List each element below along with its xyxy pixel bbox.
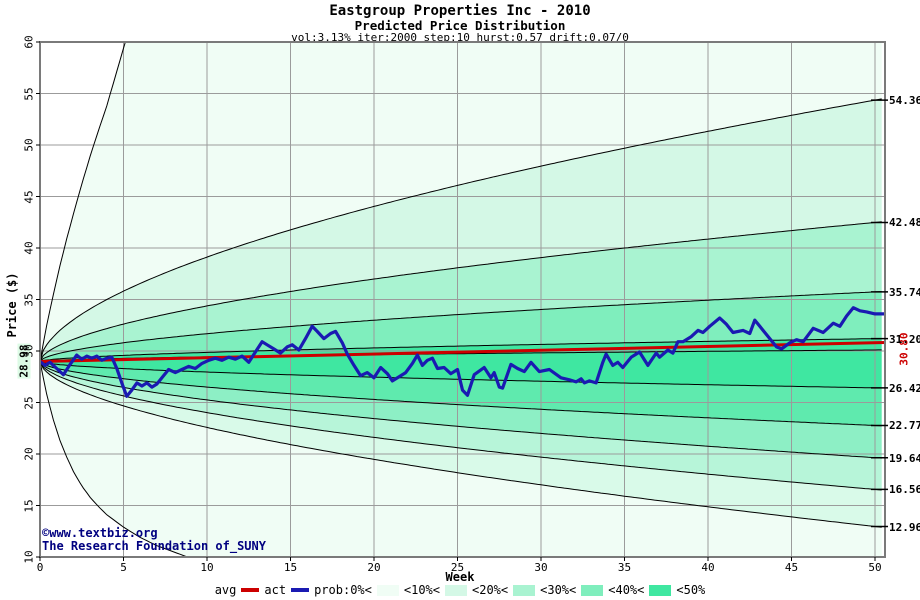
percentile-curve <box>40 361 190 557</box>
chart-legend: avg act prob:0%< <10%< <20%< <30%< <40%< <50% <box>0 583 920 597</box>
y-tick-label: 10 <box>22 550 36 564</box>
legend-prob-swatch <box>581 584 604 596</box>
probability-band <box>40 42 882 362</box>
legend-act-label: act <box>264 583 287 597</box>
legend-prob-label: <50% <box>676 583 706 597</box>
copyright-url: ©www.textbiz.org <box>42 526 158 540</box>
right-value-label: 31.20 <box>889 332 920 346</box>
legend-prob-label: <10%< <box>403 583 440 597</box>
probability-band <box>40 361 882 426</box>
x-tick-label: 25 <box>450 561 465 574</box>
probability-band <box>40 361 882 528</box>
probability-band <box>40 361 882 557</box>
probability-band <box>40 361 882 490</box>
copyright-org: The Research Foundation of_SUNY <box>42 539 266 553</box>
legend-prob-label: <30%< <box>540 583 577 597</box>
legend-prob-swatch <box>445 584 467 596</box>
y-tick-label: 20 <box>22 447 36 461</box>
legend-prob-label: <20%< <box>472 583 509 597</box>
legend-prob-swatch <box>513 584 536 596</box>
percentile-curve <box>40 221 882 362</box>
right-value-label: 19.64 <box>889 451 920 465</box>
y-tick-label: 15 <box>22 498 36 513</box>
avg-price-line <box>40 341 885 364</box>
right-value-label: 35.74 <box>889 285 920 299</box>
legend-avg-label: avg <box>214 583 237 597</box>
percentile-curve <box>40 361 882 528</box>
actual-price-line <box>40 306 885 398</box>
percentile-curve <box>40 361 882 427</box>
copyright: ©www.textbiz.org The Research Foundation… <box>42 527 266 553</box>
chart-parameters: vol:3.13% iter:2000 step:10 hurst:0.57 d… <box>291 31 629 44</box>
chart-title: Eastgroup Properties Inc - 2010 <box>329 3 591 19</box>
percentile-curve <box>40 361 882 491</box>
x-tick-label: 30 <box>534 561 548 574</box>
legend-prob-label: prob:0%< <box>314 583 372 597</box>
right-value-label: 26.42 <box>889 381 920 395</box>
legend-prob-label: <40%< <box>608 583 645 597</box>
x-tick-label: 5 <box>120 561 127 574</box>
probability-band <box>40 361 882 459</box>
y-tick-label: 30 <box>22 344 36 358</box>
chart-subtitle: Predicted Price Distribution <box>354 18 566 33</box>
y-tick-label: 50 <box>22 138 36 152</box>
probability-band <box>40 98 882 362</box>
legend-act-line-swatch <box>291 588 310 592</box>
y-tick-label: 60 <box>22 35 36 49</box>
percentile-curve <box>40 98 882 362</box>
x-tick-label: 40 <box>701 561 715 574</box>
y-tick-label: 35 <box>22 292 36 307</box>
y-tick-label: 55 <box>22 86 36 101</box>
x-tick-label: 0 <box>36 561 44 574</box>
right-value-label: 42.48 <box>889 216 920 230</box>
right-value-label: 22.77 <box>889 419 920 433</box>
probability-band <box>40 221 882 362</box>
legend-avg-line-swatch <box>241 588 260 592</box>
percentile-curve <box>40 291 882 362</box>
x-tick-label: 35 <box>617 561 632 574</box>
legend-prob-swatch <box>376 584 399 596</box>
percentile-curve <box>40 338 882 362</box>
x-tick-label: 20 <box>367 561 381 574</box>
right-value-label: 54.36 <box>889 94 920 108</box>
probability-band <box>40 291 882 362</box>
y-tick-label: 40 <box>22 241 36 255</box>
right-value-label: 16.56 <box>889 483 920 497</box>
y-tick-label: 25 <box>22 395 36 410</box>
y-axis-label: Price ($) <box>5 272 19 338</box>
legend-prob-swatch <box>649 584 672 596</box>
x-tick-label: 10 <box>200 561 214 574</box>
x-tick-label: 15 <box>283 561 298 574</box>
right-value-label: 12.96 <box>889 520 920 534</box>
x-tick-label: 50 <box>868 561 882 574</box>
x-tick-label: 45 <box>784 561 799 574</box>
percentile-curve <box>40 361 882 459</box>
y-tick-label: 45 <box>22 189 36 204</box>
x-axis-label: Week <box>445 570 475 584</box>
